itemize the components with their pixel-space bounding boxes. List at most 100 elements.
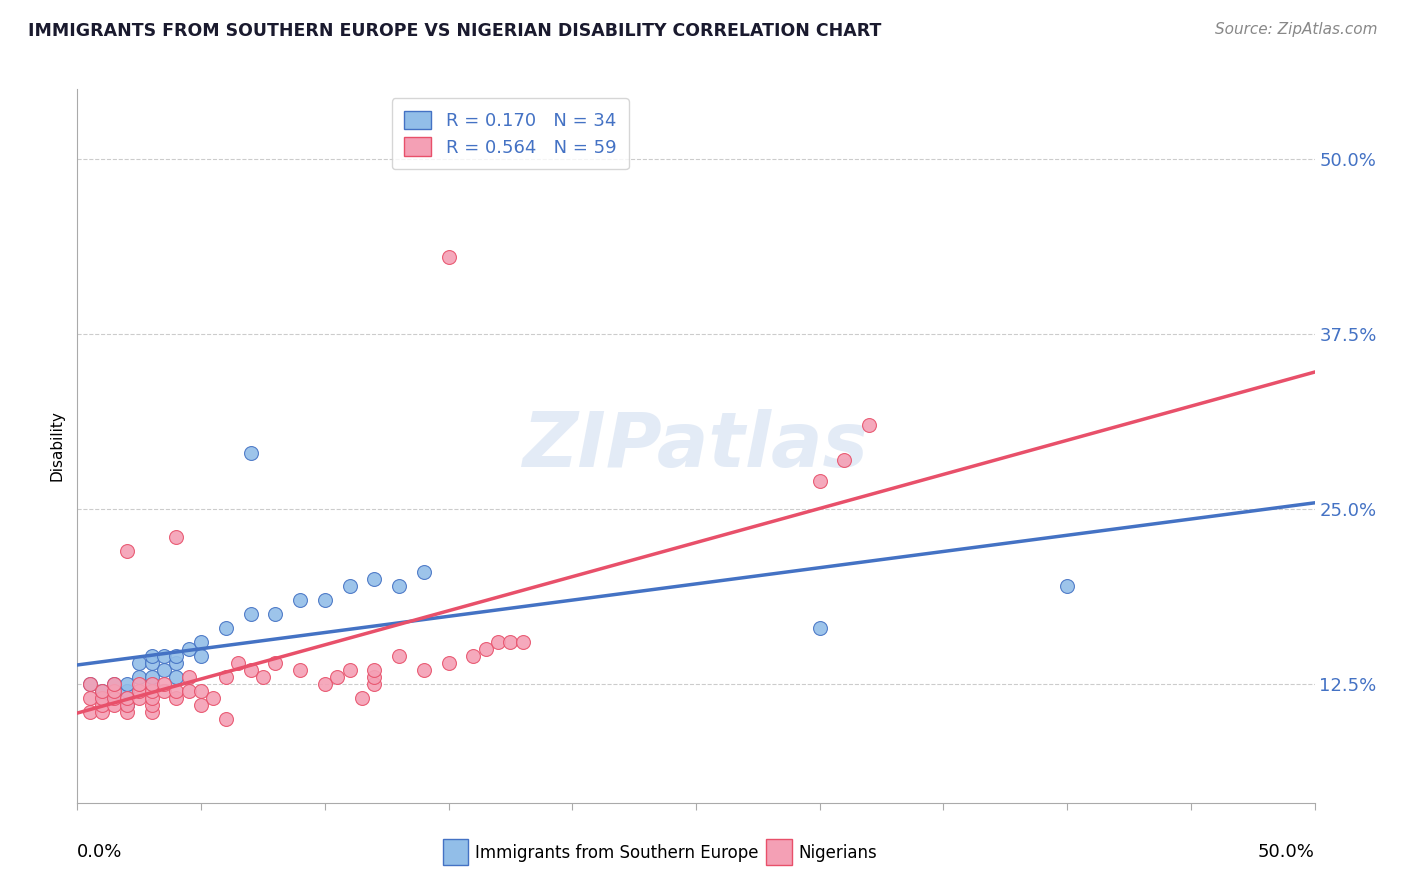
Point bbox=[141, 698, 163, 712]
Point bbox=[91, 690, 114, 705]
Point bbox=[91, 705, 114, 719]
Point bbox=[79, 677, 101, 691]
Point bbox=[128, 677, 150, 691]
Point bbox=[153, 663, 176, 677]
Point bbox=[128, 684, 150, 698]
Point bbox=[128, 656, 150, 670]
Point bbox=[215, 712, 238, 726]
Text: 50.0%: 50.0% bbox=[1258, 843, 1315, 861]
Point bbox=[288, 663, 311, 677]
Point bbox=[103, 684, 125, 698]
Point bbox=[486, 635, 509, 649]
Point bbox=[91, 698, 114, 712]
Point bbox=[103, 690, 125, 705]
Y-axis label: Disability: Disability bbox=[49, 410, 65, 482]
Point bbox=[215, 621, 238, 635]
Point bbox=[190, 635, 212, 649]
Point bbox=[103, 698, 125, 712]
Point bbox=[153, 684, 176, 698]
Point bbox=[190, 648, 212, 663]
Point bbox=[165, 648, 187, 663]
Point bbox=[388, 579, 411, 593]
Text: ZIPatlas: ZIPatlas bbox=[523, 409, 869, 483]
Point bbox=[512, 635, 534, 649]
Point bbox=[190, 684, 212, 698]
Point bbox=[215, 670, 238, 684]
Legend: R = 0.170   N = 34, R = 0.564   N = 59: R = 0.170 N = 34, R = 0.564 N = 59 bbox=[392, 98, 628, 169]
Point bbox=[808, 621, 831, 635]
Point bbox=[363, 677, 385, 691]
Point bbox=[153, 648, 176, 663]
Text: 0.0%: 0.0% bbox=[77, 843, 122, 861]
Point bbox=[91, 684, 114, 698]
Text: IMMIGRANTS FROM SOUTHERN EUROPE VS NIGERIAN DISABILITY CORRELATION CHART: IMMIGRANTS FROM SOUTHERN EUROPE VS NIGER… bbox=[28, 22, 882, 40]
Point bbox=[239, 607, 262, 621]
Point bbox=[141, 684, 163, 698]
Point bbox=[141, 648, 163, 663]
Point bbox=[412, 565, 434, 579]
Point bbox=[363, 670, 385, 684]
Point bbox=[412, 663, 434, 677]
Point bbox=[177, 641, 200, 656]
Point bbox=[1056, 579, 1078, 593]
Point bbox=[141, 705, 163, 719]
Point bbox=[141, 670, 163, 684]
Point bbox=[91, 684, 114, 698]
Point bbox=[314, 677, 336, 691]
Point bbox=[165, 690, 187, 705]
Point bbox=[128, 670, 150, 684]
Point bbox=[858, 417, 880, 432]
Point bbox=[339, 579, 361, 593]
Point bbox=[252, 670, 274, 684]
Point bbox=[363, 663, 385, 677]
Point bbox=[339, 663, 361, 677]
Point bbox=[103, 677, 125, 691]
Point bbox=[115, 677, 138, 691]
Point bbox=[808, 474, 831, 488]
Bar bbox=[766, 838, 792, 865]
Point bbox=[115, 705, 138, 719]
Point bbox=[264, 656, 287, 670]
Point bbox=[288, 593, 311, 607]
Point bbox=[463, 648, 485, 663]
Point bbox=[165, 656, 187, 670]
Point bbox=[239, 663, 262, 677]
Point bbox=[79, 677, 101, 691]
Bar bbox=[443, 838, 468, 865]
Point bbox=[314, 593, 336, 607]
Point bbox=[190, 698, 212, 712]
Point bbox=[153, 677, 176, 691]
Point bbox=[141, 677, 163, 691]
Point bbox=[350, 690, 373, 705]
Point bbox=[103, 677, 125, 691]
Point bbox=[115, 684, 138, 698]
Point bbox=[115, 698, 138, 712]
Point bbox=[165, 530, 187, 544]
Point bbox=[141, 656, 163, 670]
Point bbox=[177, 684, 200, 698]
Point bbox=[363, 572, 385, 586]
Point bbox=[79, 690, 101, 705]
Point bbox=[202, 690, 225, 705]
Point bbox=[437, 250, 460, 264]
Point bbox=[264, 607, 287, 621]
Point bbox=[326, 670, 349, 684]
Point bbox=[165, 684, 187, 698]
Point bbox=[226, 656, 249, 670]
Point bbox=[103, 690, 125, 705]
Point bbox=[115, 690, 138, 705]
Point bbox=[499, 635, 522, 649]
Point bbox=[177, 670, 200, 684]
Text: Source: ZipAtlas.com: Source: ZipAtlas.com bbox=[1215, 22, 1378, 37]
Point bbox=[388, 648, 411, 663]
Text: Immigrants from Southern Europe: Immigrants from Southern Europe bbox=[475, 844, 759, 862]
Point bbox=[128, 690, 150, 705]
Point bbox=[239, 446, 262, 460]
Point bbox=[115, 698, 138, 712]
Point bbox=[115, 544, 138, 558]
Point bbox=[141, 690, 163, 705]
Text: Nigerians: Nigerians bbox=[799, 844, 877, 862]
Point bbox=[165, 670, 187, 684]
Point bbox=[91, 690, 114, 705]
Point bbox=[141, 677, 163, 691]
